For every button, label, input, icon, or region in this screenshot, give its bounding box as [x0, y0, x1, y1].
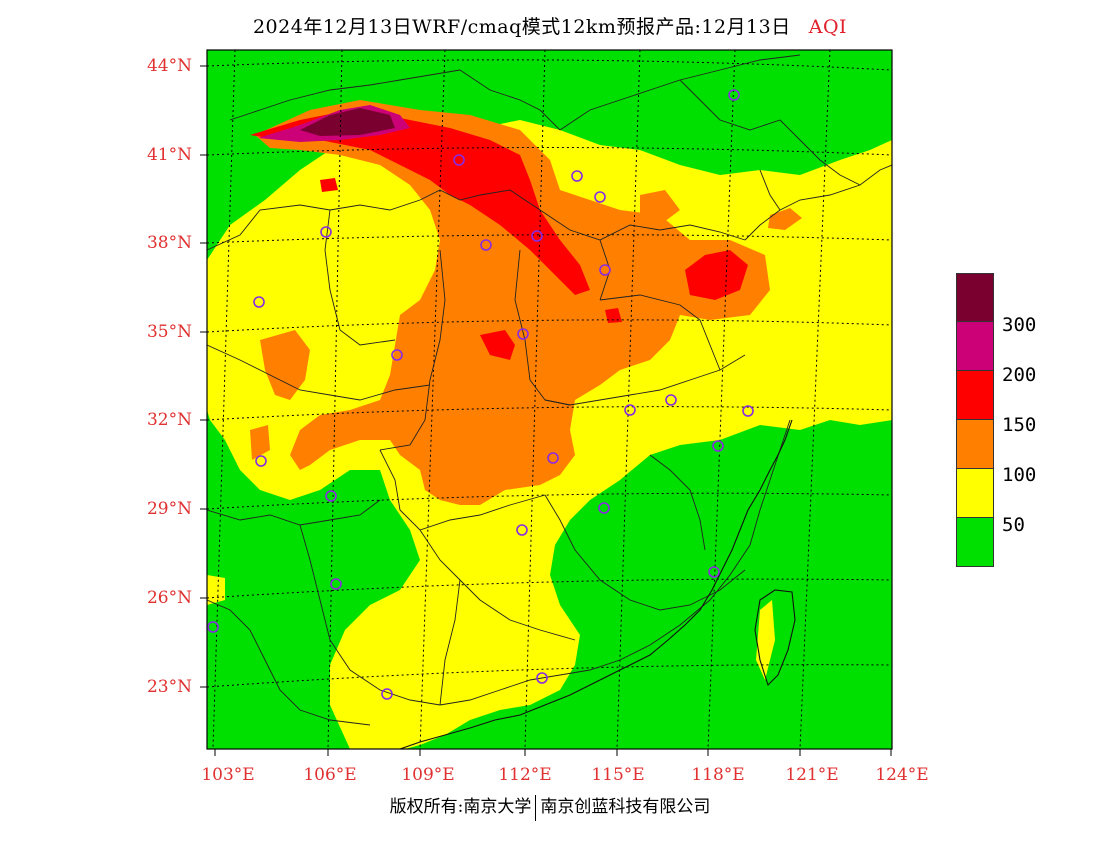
station-marker: [325, 490, 337, 502]
station-marker: [599, 264, 611, 276]
lat-label-29: 29°N: [146, 499, 192, 519]
station-marker: [728, 89, 740, 101]
station-marker: [381, 688, 393, 700]
legend-label-50: 50: [1002, 514, 1025, 536]
lat-label-44: 44°N: [146, 56, 192, 76]
station-marker: [517, 328, 529, 340]
aqi-zone-moderate-south: [207, 575, 225, 605]
legend-swatch-moderate: [956, 469, 994, 518]
station-markers: [207, 89, 754, 700]
station-marker: [665, 394, 677, 406]
lon-label-124: 124°E: [875, 765, 929, 785]
lon-label-112: 112°E: [498, 765, 552, 785]
title-main: 2024年12月13日WRF/cmaq模式12km预报产品:12月13日: [252, 16, 791, 38]
station-marker: [624, 404, 636, 416]
station-marker: [207, 621, 219, 633]
title-variable: AQI: [808, 16, 848, 38]
station-marker: [480, 239, 492, 251]
legend-label-100: 100: [1002, 464, 1037, 486]
station-marker: [391, 349, 403, 361]
station-marker: [742, 405, 754, 417]
station-marker: [320, 226, 332, 238]
lat-label-32: 32°N: [146, 410, 192, 430]
copyright-footer: 版权所有:南京大学 南京创蓝科技有限公司: [0, 792, 1100, 821]
lon-label-115: 115°E: [591, 765, 645, 785]
lat-label-23: 23°N: [146, 677, 192, 697]
lat-label-41: 41°N: [146, 145, 192, 165]
station-marker: [330, 578, 342, 590]
legend-label-300: 300: [1002, 314, 1037, 336]
station-marker: [547, 452, 559, 464]
legend-label-200: 200: [1002, 364, 1037, 386]
station-marker: [255, 455, 267, 467]
aqi-zone-usg: [255, 100, 770, 505]
lat-label-26: 26°N: [146, 588, 192, 608]
station-marker: [453, 154, 465, 166]
lon-label-103: 103°E: [201, 765, 255, 785]
station-marker: [531, 230, 543, 242]
station-marker: [253, 296, 265, 308]
station-marker: [536, 672, 548, 684]
station-marker: [708, 566, 720, 578]
station-marker: [712, 440, 724, 452]
aqi-zone-moderate-taiwan: [756, 600, 775, 680]
legend-label-150: 150: [1002, 414, 1037, 436]
map-frame: [206, 49, 893, 750]
lat-label-35: 35°N: [146, 322, 192, 342]
station-marker: [594, 191, 606, 203]
legend-swatch-unhealthy: [956, 371, 994, 420]
footer-separator: [535, 794, 537, 821]
station-marker: [516, 524, 528, 536]
legend-swatch-very-unhealthy: [956, 322, 994, 371]
copyright-left: 版权所有:南京大学: [389, 797, 532, 817]
legend-swatch-good: [956, 518, 994, 567]
lon-label-109: 109°E: [401, 765, 455, 785]
lon-label-118: 118°E: [691, 765, 745, 785]
map-title: 2024年12月13日WRF/cmaq模式12km预报产品:12月13日 AQI: [0, 12, 1100, 39]
station-marker: [571, 170, 583, 182]
lon-label-106: 106°E: [303, 765, 357, 785]
legend-swatch-usg: [956, 420, 994, 469]
copyright-right: 南京创蓝科技有限公司: [540, 797, 711, 817]
station-marker: [598, 502, 610, 514]
aqi-zone-unhealthy: [250, 110, 590, 295]
lat-label-38: 38°N: [146, 233, 192, 253]
aqi-legend: 300 200 150 100 50: [956, 273, 1036, 567]
aqi-zone-hazardous: [300, 108, 395, 136]
lon-label-121: 121°E: [785, 765, 839, 785]
legend-swatch-hazardous: [956, 273, 994, 322]
